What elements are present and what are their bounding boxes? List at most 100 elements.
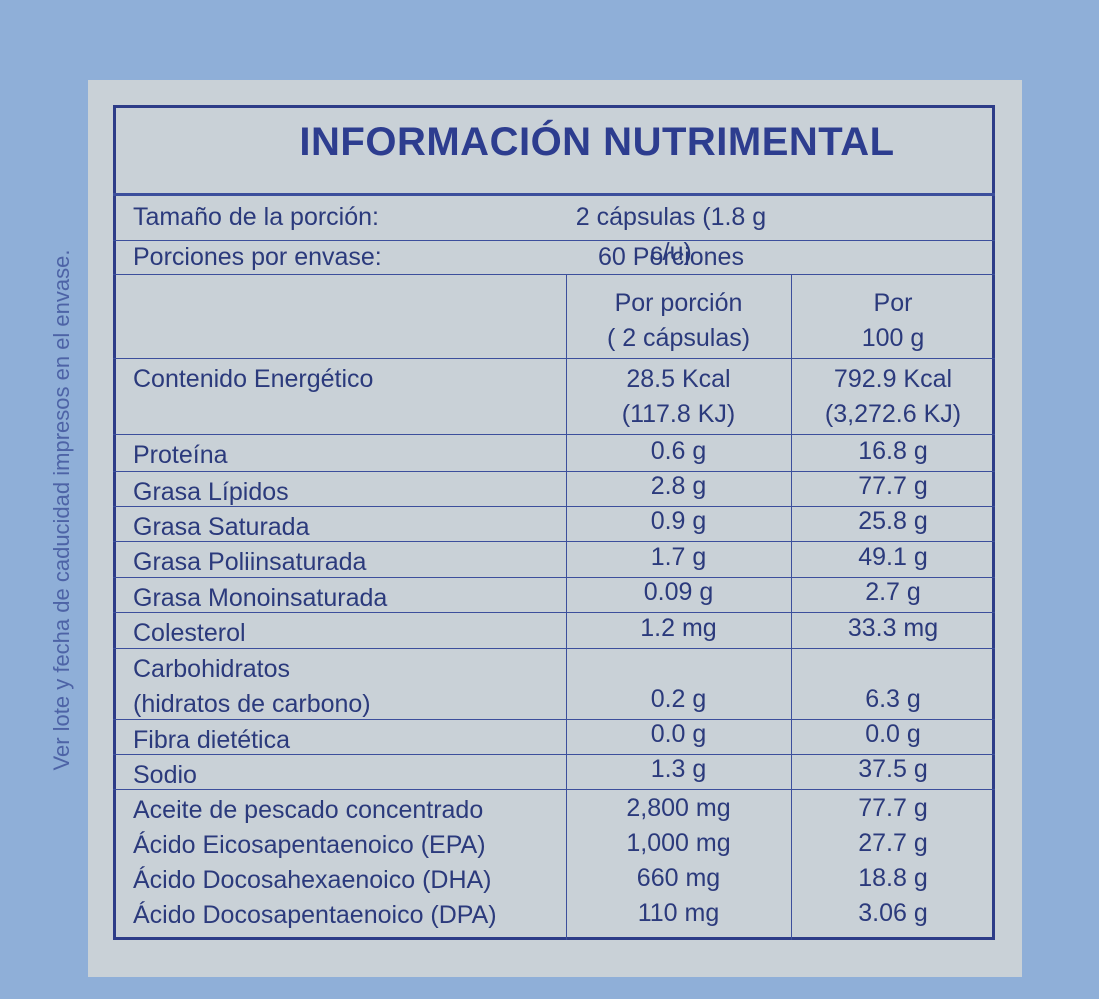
column-rule: [566, 274, 567, 940]
label-line: Grasa Saturada: [133, 513, 310, 541]
per-portion-cell: 1.3 g: [566, 755, 791, 787]
value-line: 2.7 g: [865, 578, 921, 606]
value-line: 0.0 g: [865, 720, 921, 748]
per-100g-cell: 0.0 g: [791, 720, 995, 752]
label-line: Proteína: [133, 441, 228, 469]
value-line: 0.9 g: [650, 507, 707, 535]
label-line: Grasa Monoinsaturada: [133, 584, 388, 612]
label-line: Ácido Eicosapentaenoico (EPA): [133, 831, 486, 859]
row-rule: [113, 541, 995, 542]
per-portion-cell: 28.5 Kcal (117.8 KJ): [566, 360, 791, 432]
per-100g-cell: 792.9 Kcal (3,272.6 KJ): [791, 360, 995, 432]
per-100g-cell: 16.8 g: [791, 436, 995, 469]
serving-value: 2 cápsulas (1.8 g c/u): [575, 203, 767, 266]
per-100g-cell: Por 100 g: [791, 276, 995, 356]
row-label: Grasa Saturada: [113, 510, 566, 541]
label-line: Contenido Energético: [133, 365, 374, 393]
row-rule: [113, 240, 995, 241]
value-line: 1.2 mg: [640, 614, 717, 642]
row-label: Carbohidratos (hidratos de carbono): [113, 652, 566, 718]
row-label: Grasa Monoinsaturada: [113, 581, 566, 612]
value-line: 792.9 Kcal: [833, 365, 953, 393]
label-line: Ácido Docosahexaenoico (DHA): [133, 866, 492, 894]
label-line: Grasa Lípidos: [133, 478, 289, 506]
value-line: 1,000 mg: [626, 829, 731, 857]
row-rule: [113, 789, 995, 790]
value-line: Por: [873, 289, 913, 317]
value-line: 0.6 g: [650, 437, 707, 465]
value-line: 49.1 g: [858, 543, 928, 571]
per-portion-cell: 1.7 g: [566, 543, 791, 575]
per-portion-cell: Por porción ( 2 cápsulas): [566, 276, 791, 356]
row-label: Aceite de pescado concentrado Ácido Eicos…: [113, 793, 566, 938]
row-rule: [113, 506, 995, 507]
value-line: 0.09 g: [643, 578, 714, 606]
value-line: 2,800 mg: [626, 794, 731, 822]
value-line: 37.5 g: [858, 755, 928, 783]
row-rule: [113, 434, 995, 435]
value-line: 100 g: [861, 324, 925, 352]
value-line: 0.0 g: [650, 720, 707, 748]
value-line: ( 2 cápsulas): [606, 324, 751, 352]
value-line: 1.3 g: [650, 755, 707, 783]
table-frame: [113, 105, 995, 940]
row-label: Colesterol: [113, 616, 566, 647]
per-portion-cell: 2.8 g: [566, 472, 791, 504]
label-line: Sodio: [133, 761, 197, 789]
row-label: Sodio: [113, 758, 566, 789]
per-portion-cell: 0.2 g: [566, 650, 791, 717]
value-line: 3.06 g: [858, 899, 928, 927]
row-rule: [113, 274, 995, 275]
per-100g-cell: 25.8 g: [791, 507, 995, 539]
row-label: Contenido Energético: [113, 362, 566, 432]
table-title: INFORMACIÓN NUTRIMENTAL: [299, 120, 895, 164]
row-rule: [113, 648, 995, 649]
value-line: 110 mg: [637, 899, 720, 927]
label-line: Grasa Poliinsaturada: [133, 548, 367, 576]
per-100g-cell: 2.7 g: [791, 578, 995, 610]
value-line: 28.5 Kcal: [626, 365, 731, 393]
row-label: Proteína: [113, 438, 566, 469]
value-line: (3,272.6 KJ): [824, 400, 962, 428]
value-line: 25.8 g: [858, 507, 928, 535]
row-label: Fibra dietética: [113, 723, 566, 754]
value-line: 6.3 g: [865, 685, 921, 713]
label-line: Fibra dietética: [133, 726, 291, 754]
row-label: Grasa Poliinsaturada: [113, 545, 566, 576]
row-label: [113, 278, 566, 356]
per-100g-cell: 6.3 g: [791, 650, 995, 717]
value-line: 1.7 g: [650, 543, 707, 571]
value-line: Por porción: [614, 289, 743, 317]
per-portion-cell: 2,800 mg 1,000 mg 660 mg 110 mg: [566, 791, 791, 938]
label-line: (hidratos de carbono): [133, 690, 371, 718]
serving-label: Tamaño de la porción:: [133, 203, 379, 231]
column-rule: [791, 274, 792, 940]
value-line: 33.3 mg: [847, 614, 939, 642]
per-100g-cell: 49.1 g: [791, 543, 995, 575]
label-line: Ácido Docosapentaenoico (DPA): [133, 901, 497, 929]
value-line: 77.7 g: [858, 472, 928, 500]
value-line: 18.8 g: [858, 864, 928, 892]
per-100g-cell: 77.7 g 27.7 g 18.8 g 3.06 g: [791, 791, 995, 938]
value-line: 77.7 g: [858, 794, 928, 822]
per-portion-cell: 0.0 g: [566, 720, 791, 752]
value-line: 16.8 g: [858, 437, 928, 465]
label-panel: [88, 80, 1022, 977]
per-portion-cell: 0.9 g: [566, 507, 791, 539]
per-100g-cell: 37.5 g: [791, 755, 995, 787]
label-line: Aceite de pescado concentrado: [133, 796, 484, 824]
label-line: Colesterol: [133, 619, 246, 647]
row-label: Grasa Lípidos: [113, 475, 566, 506]
side-note: Ver lote y fecha de caducidad impresos e…: [49, 249, 74, 771]
serving-label: Porciones por envase:: [133, 242, 382, 271]
value-line: 660 mg: [636, 864, 721, 892]
row-rule: [113, 719, 995, 720]
per-100g-cell: 33.3 mg: [791, 614, 995, 646]
row-rule: [113, 754, 995, 755]
serving-value: 60 Porciones: [598, 242, 744, 271]
row-rule: [113, 471, 995, 472]
label-line: Carbohidratos: [133, 655, 291, 683]
per-portion-cell: 0.6 g: [566, 436, 791, 469]
row-rule: [113, 577, 995, 578]
